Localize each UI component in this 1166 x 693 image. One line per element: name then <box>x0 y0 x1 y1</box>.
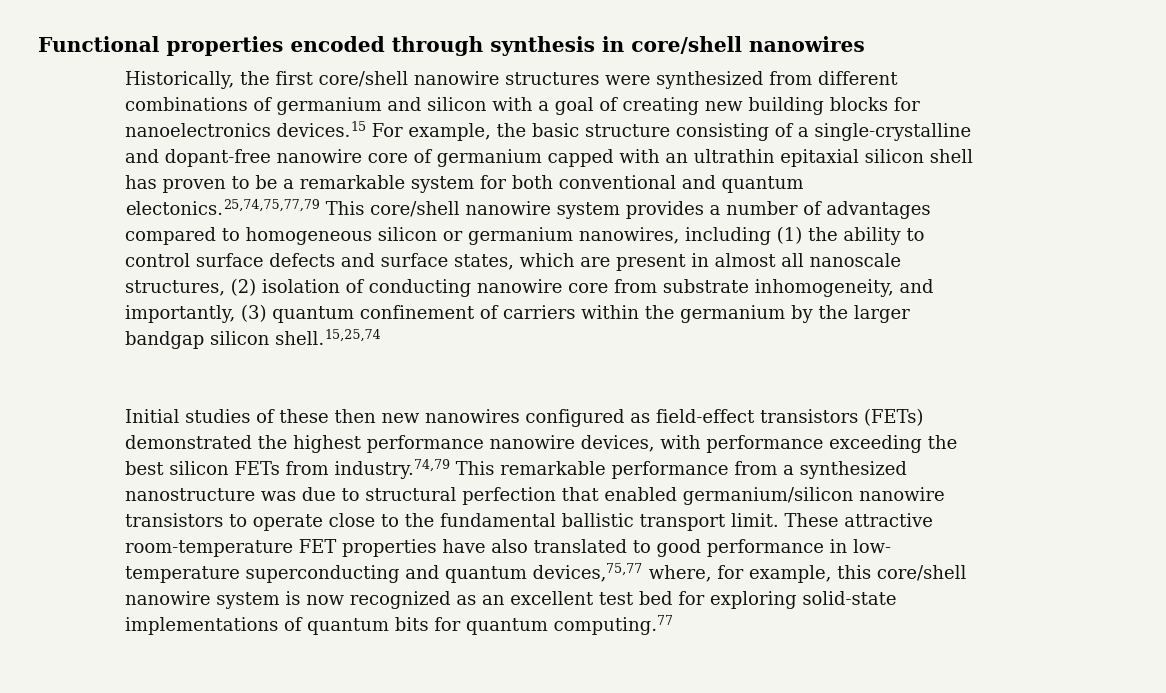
Text: temperature superconducting and quantum devices,: temperature superconducting and quantum … <box>125 565 606 583</box>
Text: control surface defects and surface states, which are present in almost all nano: control surface defects and surface stat… <box>125 253 901 271</box>
Text: best silicon FETs from industry.: best silicon FETs from industry. <box>125 461 414 479</box>
Text: electonics.: electonics. <box>125 201 223 219</box>
Text: room-temperature FET properties have also translated to good performance in low-: room-temperature FET properties have als… <box>125 539 891 557</box>
Text: transistors to operate close to the fundamental ballistic transport limit. These: transistors to operate close to the fund… <box>125 513 933 531</box>
Text: bandgap silicon shell.: bandgap silicon shell. <box>125 331 324 349</box>
Text: This remarkable performance from a synthesized: This remarkable performance from a synth… <box>450 461 907 479</box>
Text: structures, (2) isolation of conducting nanowire core from substrate inhomogenei: structures, (2) isolation of conducting … <box>125 279 934 297</box>
Text: and dopant-free nanowire core of germanium capped with an ultrathin epitaxial si: and dopant-free nanowire core of germani… <box>125 149 972 167</box>
Text: nanowire system is now recognized as an excellent test bed for exploring solid-s: nanowire system is now recognized as an … <box>125 591 897 609</box>
Text: demonstrated the highest performance nanowire devices, with performance exceedin: demonstrated the highest performance nan… <box>125 435 957 453</box>
Text: For example, the basic structure consisting of a single-crystalline: For example, the basic structure consist… <box>366 123 971 141</box>
Text: nanostructure was due to structural perfection that enabled germanium/silicon na: nanostructure was due to structural perf… <box>125 487 944 505</box>
Text: 75,77: 75,77 <box>606 563 642 576</box>
Text: has proven to be a remarkable system for both conventional and quantum: has proven to be a remarkable system for… <box>125 175 803 193</box>
Text: This core/shell nanowire system provides a number of advantages: This core/shell nanowire system provides… <box>319 201 930 219</box>
Text: Historically, the first core/shell nanowire structures were synthesized from dif: Historically, the first core/shell nanow… <box>125 71 898 89</box>
Text: implementations of quantum bits for quantum computing.: implementations of quantum bits for quan… <box>125 617 658 635</box>
Text: Initial studies of these then new nanowires configured as field-effect transisto: Initial studies of these then new nanowi… <box>125 409 923 427</box>
Text: nanoelectronics devices.: nanoelectronics devices. <box>125 123 350 141</box>
Text: combinations of germanium and silicon with a goal of creating new building block: combinations of germanium and silicon wi… <box>125 97 920 115</box>
Text: importantly, (3) quantum confinement of carriers within the germanium by the lar: importantly, (3) quantum confinement of … <box>125 305 909 323</box>
Text: 77: 77 <box>658 615 673 628</box>
Text: 15,25,74: 15,25,74 <box>324 328 381 342</box>
Text: compared to homogeneous silicon or germanium nanowires, including (1) the abilit: compared to homogeneous silicon or germa… <box>125 227 925 245</box>
Text: 25,74,75,77,79: 25,74,75,77,79 <box>223 199 319 212</box>
Text: Functional properties encoded through synthesis in core/shell nanowires: Functional properties encoded through sy… <box>38 37 865 57</box>
Text: 15: 15 <box>350 121 366 134</box>
Text: 74,79: 74,79 <box>414 459 450 472</box>
Text: where, for example, this core/shell: where, for example, this core/shell <box>642 565 965 583</box>
